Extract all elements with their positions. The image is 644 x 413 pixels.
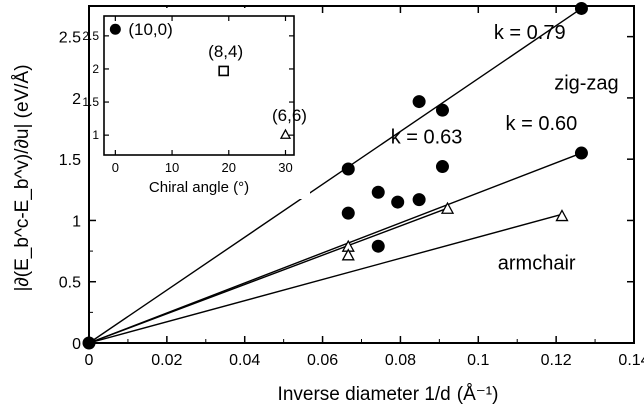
inset-x-tick-label: 20 xyxy=(222,160,236,175)
inset-plot: 0 10 20 30 1 1.5 2 2.5 (10,0) (8,4) (6,6) Chiral an… xyxy=(82,8,310,199)
data-point-triangle xyxy=(555,209,569,222)
y-tick-label: 1 xyxy=(72,213,81,230)
x-tick-label: 0.12 xyxy=(541,352,572,369)
inset-y-tick-label: 1.5 xyxy=(82,95,99,109)
annotation: zig-zag xyxy=(554,72,618,94)
data-point-triangle xyxy=(440,201,455,214)
inset-x-axis-label: Chiral angle (°) xyxy=(149,179,249,196)
inset-point-label: (10,0) xyxy=(128,20,172,39)
data-point-triangle xyxy=(341,248,355,261)
y-axis-label: |∂(E_b^c-E_b^v)/∂u| (eV/Å) xyxy=(12,64,33,291)
x-tick-label: 0.06 xyxy=(307,352,338,369)
data-point-circle xyxy=(391,195,405,209)
main-plot: 00.020.040.060.080.10.120.1400.511.522.5… xyxy=(12,1,644,405)
fit-line xyxy=(88,152,582,344)
fit-line xyxy=(88,7,582,344)
x-axis-label-unit: (Å⁻¹) xyxy=(457,384,499,405)
x-axis-label: Inverse diameter 1/d (Å⁻¹) xyxy=(278,384,499,405)
x-tick-label: 0.04 xyxy=(229,352,260,369)
x-tick-label: 0.02 xyxy=(151,352,182,369)
inset-y-tick-label: 1 xyxy=(92,128,99,142)
x-tick-label: 0.08 xyxy=(385,352,416,369)
inset-data-point xyxy=(218,65,229,77)
y-tick-label: 0.5 xyxy=(59,275,81,292)
data-point-circle xyxy=(341,206,355,220)
inset-y-tick-label: 2 xyxy=(92,62,99,76)
data-point-circle xyxy=(371,239,385,253)
data-point-circle xyxy=(574,146,588,160)
y-tick-label: 2.5 xyxy=(59,30,81,47)
fit-line xyxy=(88,213,563,344)
annotation: k = 0.79 xyxy=(494,22,566,44)
data-point-circle xyxy=(341,162,355,176)
inset-point-label: (8,4) xyxy=(208,42,243,61)
x-tick-label: 0.1 xyxy=(467,352,489,369)
x-tick-label: 0.14 xyxy=(618,352,644,369)
data-point-circle xyxy=(574,1,588,15)
data-point-circle xyxy=(82,336,96,350)
data-point-circle xyxy=(412,193,426,207)
annotation: armchair xyxy=(498,252,576,274)
inset-background xyxy=(90,8,310,199)
inset-frame xyxy=(103,15,295,156)
inset-x-tick-label: 30 xyxy=(278,160,292,175)
data-point-circle xyxy=(435,103,449,117)
inset-point-label: (6,6) xyxy=(272,106,307,125)
x-axis-label-text: Inverse diameter 1/d xyxy=(278,384,451,405)
annotation: k = 0.60 xyxy=(506,113,578,135)
inset-data-point xyxy=(109,23,121,35)
x-tick-label: 0 xyxy=(85,352,94,369)
y-tick-label: 2 xyxy=(72,91,81,108)
inset-x-tick-label: 0 xyxy=(112,160,119,175)
y-tick-label: 0 xyxy=(72,336,81,353)
data-point-circle xyxy=(412,95,426,109)
annotation: k = 0.63 xyxy=(391,126,463,148)
inset-y-tick-label: 2.5 xyxy=(82,29,99,43)
y-tick-label: 1.5 xyxy=(59,152,81,169)
inset-x-tick-label: 10 xyxy=(165,160,179,175)
data-point-circle xyxy=(435,160,449,174)
data-point-circle xyxy=(371,185,385,199)
inset-data-point xyxy=(279,128,292,139)
